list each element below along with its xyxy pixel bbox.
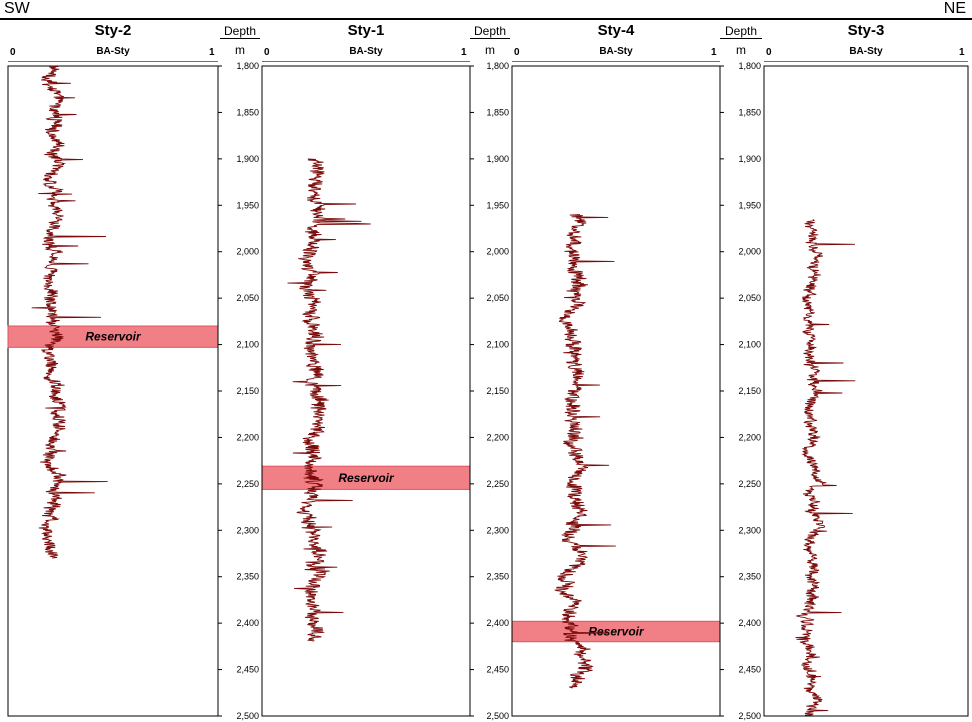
scale-left-sty-3: 0 <box>766 47 772 58</box>
scale-right-sty-3: 1 <box>959 47 965 58</box>
depth-tick-label-1-7: 2,150 <box>236 386 259 396</box>
scale-right-sty-2: 1 <box>209 47 215 58</box>
depth-tick-label-3-2: 1,900 <box>738 154 761 164</box>
depth-tick-label-1-0: 1,800 <box>236 61 259 71</box>
scale-line-sty-3 <box>764 61 968 62</box>
depth-tick-label-1-5: 2,050 <box>236 293 259 303</box>
scale-right-sty-4: 1 <box>711 47 717 58</box>
scale-right-sty-1: 1 <box>461 47 467 58</box>
depth-tick-label-2-1: 1,850 <box>486 107 509 117</box>
depth-tick-label-2-13: 2,450 <box>486 665 509 675</box>
depth-tick-label-1-14: 2,500 <box>236 711 259 721</box>
depth-tick-label-3-7: 2,150 <box>738 386 761 396</box>
depth-tick-label-1-10: 2,300 <box>236 525 259 535</box>
log-curve-sty-2 <box>31 65 108 559</box>
depth-tick-label-1-6: 2,100 <box>236 340 259 350</box>
reservoir-label-sty-2: Reservoir <box>85 330 142 344</box>
scale-left-sty-2: 0 <box>10 47 16 58</box>
well-name-sty-3: Sty-3 <box>847 22 885 39</box>
depth-tick-label-1-13: 2,450 <box>236 665 259 675</box>
track-frame-sty-1 <box>261 65 471 717</box>
depth-tick-label-1-11: 2,350 <box>236 572 259 582</box>
scale-left-sty-1: 0 <box>264 47 270 58</box>
depth-tick-label-2-4: 2,000 <box>486 247 509 257</box>
depth-tick-label-2-3: 1,950 <box>486 200 509 210</box>
ne-label: NE <box>943 0 966 17</box>
log-curve-sty-4 <box>554 214 616 689</box>
depth-tick-label-2-10: 2,300 <box>486 525 509 535</box>
depth-tick-label-3-8: 2,200 <box>738 432 761 442</box>
depth-tick-label-2-2: 1,900 <box>486 154 509 164</box>
curve-name-sty-2: BA-Sty <box>96 46 130 57</box>
depth-unit-3: m <box>736 43 746 57</box>
depth-tick-label-3-11: 2,350 <box>738 572 761 582</box>
track-frame-sty-4 <box>511 65 721 717</box>
reservoir-label-sty-4: Reservoir <box>588 625 645 639</box>
log-curve-sty-1 <box>287 158 371 642</box>
depth-tick-label-3-14: 2,500 <box>738 711 761 721</box>
log-curve-sty-3 <box>795 219 856 717</box>
depth-tick-label-2-7: 2,150 <box>486 386 509 396</box>
depth-tick-label-3-9: 2,250 <box>738 479 761 489</box>
well-name-sty-4: Sty-4 <box>597 22 635 39</box>
well-name-sty-2: Sty-2 <box>94 22 132 39</box>
depth-tick-label-3-3: 1,950 <box>738 200 761 210</box>
depth-header-2: Depth <box>470 24 510 39</box>
depth-header-3: Depth <box>720 24 762 39</box>
depth-tick-label-1-3: 1,950 <box>236 200 259 210</box>
scale-line-sty-1 <box>262 61 470 62</box>
depth-tick-label-2-5: 2,050 <box>486 293 509 303</box>
depth-tick-label-1-8: 2,200 <box>236 432 259 442</box>
reservoir-label-sty-1: Reservoir <box>338 471 395 485</box>
depth-tick-label-3-5: 2,050 <box>738 293 761 303</box>
depth-tick-label-3-0: 1,800 <box>738 61 761 71</box>
depth-tick-label-2-0: 1,800 <box>486 61 509 71</box>
depth-tick-label-1-9: 2,250 <box>236 479 259 489</box>
scale-line-sty-4 <box>512 61 720 62</box>
depth-unit-1: m <box>235 43 245 57</box>
depth-tick-label-1-4: 2,000 <box>236 247 259 257</box>
depth-tick-label-3-4: 2,000 <box>738 247 761 257</box>
depth-header-1: Depth <box>220 24 260 39</box>
scale-left-sty-4: 0 <box>514 47 520 58</box>
depth-tick-label-3-10: 2,300 <box>738 525 761 535</box>
depth-tick-label-1-2: 1,900 <box>236 154 259 164</box>
depth-tick-label-1-1: 1,850 <box>236 107 259 117</box>
curve-name-sty-4: BA-Sty <box>599 46 633 57</box>
depth-unit-2: m <box>485 43 495 57</box>
depth-tick-label-1-12: 2,400 <box>236 618 259 628</box>
depth-tick-label-2-9: 2,250 <box>486 479 509 489</box>
depth-tick-label-3-6: 2,100 <box>738 340 761 350</box>
scale-line-sty-2 <box>8 61 218 62</box>
well-name-sty-1: Sty-1 <box>347 22 385 39</box>
depth-tick-label-2-12: 2,400 <box>486 618 509 628</box>
depth-tick-label-3-13: 2,450 <box>738 665 761 675</box>
depth-tick-label-2-8: 2,200 <box>486 432 509 442</box>
sw-label: SW <box>4 0 30 17</box>
track-frame-sty-2 <box>7 65 219 717</box>
depth-tick-label-3-1: 1,850 <box>738 107 761 117</box>
depth-tick-label-2-14: 2,500 <box>486 711 509 721</box>
depth-tick-label-2-6: 2,100 <box>486 340 509 350</box>
track-frame-sty-3 <box>763 65 969 717</box>
header-rule <box>0 18 972 20</box>
depth-tick-label-3-12: 2,400 <box>738 618 761 628</box>
curve-name-sty-3: BA-Sty <box>849 46 883 57</box>
depth-tick-label-2-11: 2,350 <box>486 572 509 582</box>
curve-name-sty-1: BA-Sty <box>349 46 383 57</box>
